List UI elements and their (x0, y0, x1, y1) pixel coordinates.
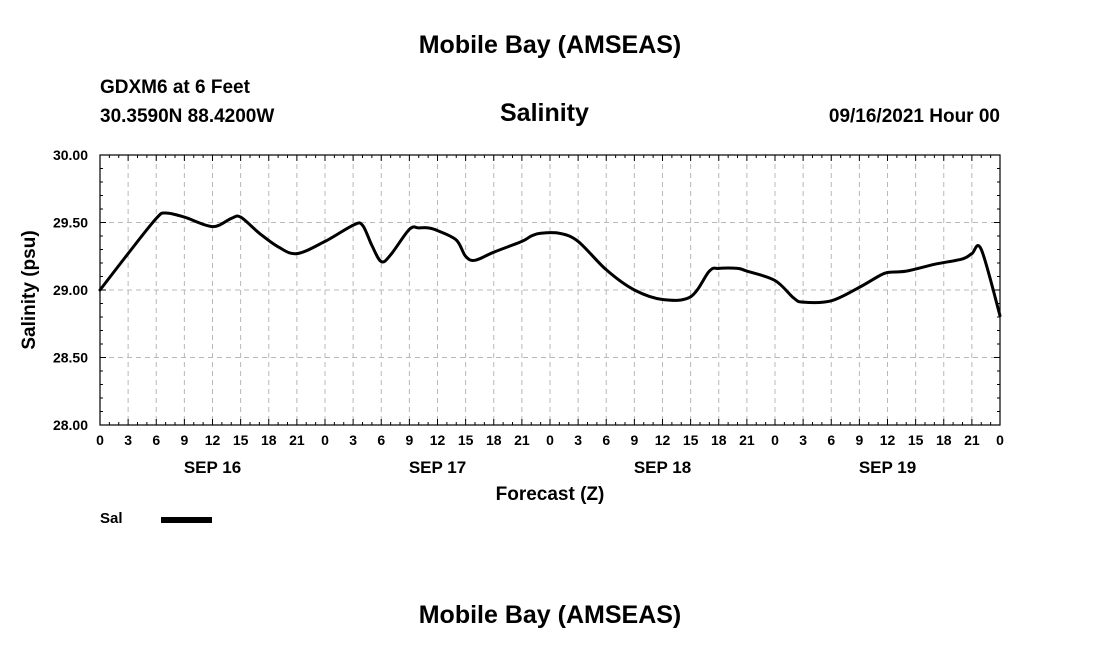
issued-datetime: 09/16/2021 Hour 00 (828, 106, 1000, 127)
x-tick-label: 9 (630, 432, 638, 448)
variable-title: Salinity (500, 99, 589, 127)
legend-label: Sal (100, 510, 123, 527)
y-tick-label: 29.00 (53, 282, 88, 298)
y-axis-title: Salinity (psu) (19, 230, 40, 349)
x-tick-label: 9 (855, 432, 863, 448)
x-tick-label: 3 (124, 432, 132, 448)
x-tick-label: 6 (152, 432, 160, 448)
x-tick-label: 6 (377, 432, 385, 448)
series-group (98, 211, 1002, 318)
x-tick-label: 6 (602, 432, 610, 448)
x-tick-label: 6 (827, 432, 835, 448)
series-line-salinity (98, 211, 1002, 318)
x-tick-label: 12 (880, 432, 896, 448)
x-tick-label: 18 (936, 432, 952, 448)
x-day-label: SEP 18 (634, 458, 691, 477)
y-tick-label: 29.50 (53, 215, 88, 231)
x-tick-label: 18 (711, 432, 727, 448)
chart-title-bottom: Mobile Bay (AMSEAS) (418, 601, 682, 629)
x-tick-label: 3 (799, 432, 807, 448)
x-tick-label: 15 (233, 432, 249, 448)
x-tick-label: 21 (739, 432, 755, 448)
x-day-label: SEP 16 (184, 458, 241, 477)
x-day-label: SEP 17 (409, 458, 466, 477)
x-tick-label: 21 (964, 432, 980, 448)
y-tick-label: 28.00 (53, 417, 88, 433)
axes (99, 154, 1001, 426)
x-tick-label: 0 (771, 432, 779, 448)
x-tick-label: 3 (574, 432, 582, 448)
x-day-label: SEP 19 (859, 458, 916, 477)
x-tick-label: 12 (205, 432, 221, 448)
chart-title: Mobile Bay (AMSEAS) (418, 31, 682, 59)
x-tick-label: 18 (486, 432, 502, 448)
x-tick-label: 9 (180, 432, 188, 448)
x-tick-label: 21 (289, 432, 305, 448)
x-tick-label: 0 (96, 432, 104, 448)
plot-frame (99, 154, 1001, 426)
x-tick-label: 0 (546, 432, 554, 448)
x-tick-label: 0 (996, 432, 1004, 448)
x-tick-label: 9 (405, 432, 413, 448)
x-tick-label: 18 (261, 432, 277, 448)
axis-labels: 0 3 6 9 12 15 18 21 0 3 6 9 12 15 18 21 0 3 6 9 12 15 18 21 0 3 6 9… (19, 147, 1004, 505)
grid-lines (100, 155, 1000, 425)
station-label: GDXM6 at 6 Feet (100, 77, 250, 98)
y-tick-label: 28.50 (53, 350, 88, 366)
x-tick-label: 15 (683, 432, 699, 448)
x-tick-label: 12 (430, 432, 446, 448)
x-tick-label: 21 (514, 432, 530, 448)
y-tick-label: 30.00 (53, 147, 88, 163)
x-axis-title: Forecast (Z) (496, 484, 605, 505)
x-tick-label: 3 (349, 432, 357, 448)
x-tick-label: 12 (655, 432, 671, 448)
x-tick-label: 15 (908, 432, 924, 448)
x-tick-label: 15 (458, 432, 474, 448)
legend-swatch (161, 517, 212, 523)
x-tick-label: 0 (321, 432, 329, 448)
coordinates-label: 30.3590N 88.4200W (100, 106, 275, 127)
